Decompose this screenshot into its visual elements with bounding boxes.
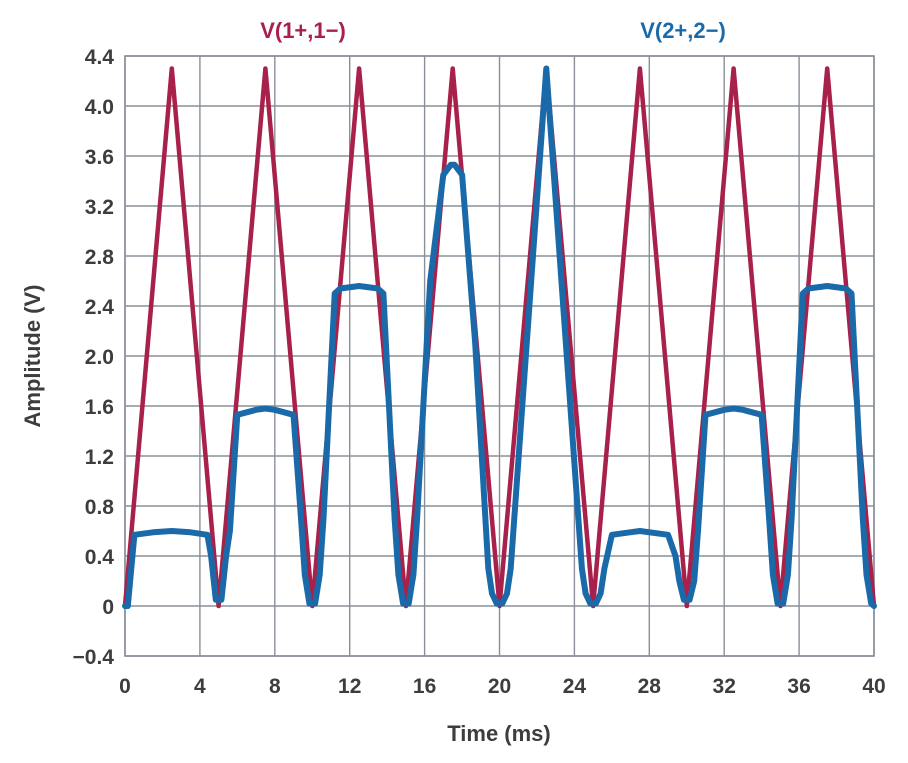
y-tick-label: 0.4 [85,546,115,569]
y-tick-label: 2.0 [85,346,114,369]
legend-series-2: V(2+,2−) [640,18,726,43]
series-layer [122,65,877,609]
tick-labels: 0 4 8 12 16 20 24 28 32 36 40−0.400.40.81.21.62.02… [73,46,886,698]
x-tick-label: 16 [413,675,436,698]
y-tick-label: 4.0 [85,96,114,119]
grid-layer [124,55,875,657]
y-tick-label: 3.2 [85,196,114,219]
plot-frame [124,55,875,657]
y-tick-label: 3.6 [85,146,114,169]
x-tick-label: 0 [119,675,131,698]
y-tick-label: 4.4 [85,46,115,69]
y-tick-label: 1.6 [85,396,114,419]
x-tick-label: 24 [563,675,587,698]
x-tick-label: 12 [338,675,361,698]
y-tick-label: 0.8 [85,496,115,519]
x-tick-label: 40 [862,675,885,698]
y-axis-label: Amplitude (V) [20,285,45,428]
x-axis-label: Time (ms) [447,721,551,746]
y-tick-label: 2.4 [85,296,115,319]
x-tick-label: 4 [194,675,206,698]
y-tick-label: 1.2 [85,446,114,469]
legend-series-1: V(1+,1−) [260,18,346,43]
y-tick-label: −0.4 [73,646,115,669]
x-tick-label: 8 [269,675,281,698]
x-tick-label: 20 [488,675,511,698]
x-tick-label: 32 [713,675,736,698]
y-tick-label: 0 [102,596,114,619]
series-line-2 [122,65,877,609]
x-tick-label: 28 [638,675,662,698]
x-tick-label: 36 [787,675,810,698]
y-tick-label: 2.8 [85,246,115,269]
